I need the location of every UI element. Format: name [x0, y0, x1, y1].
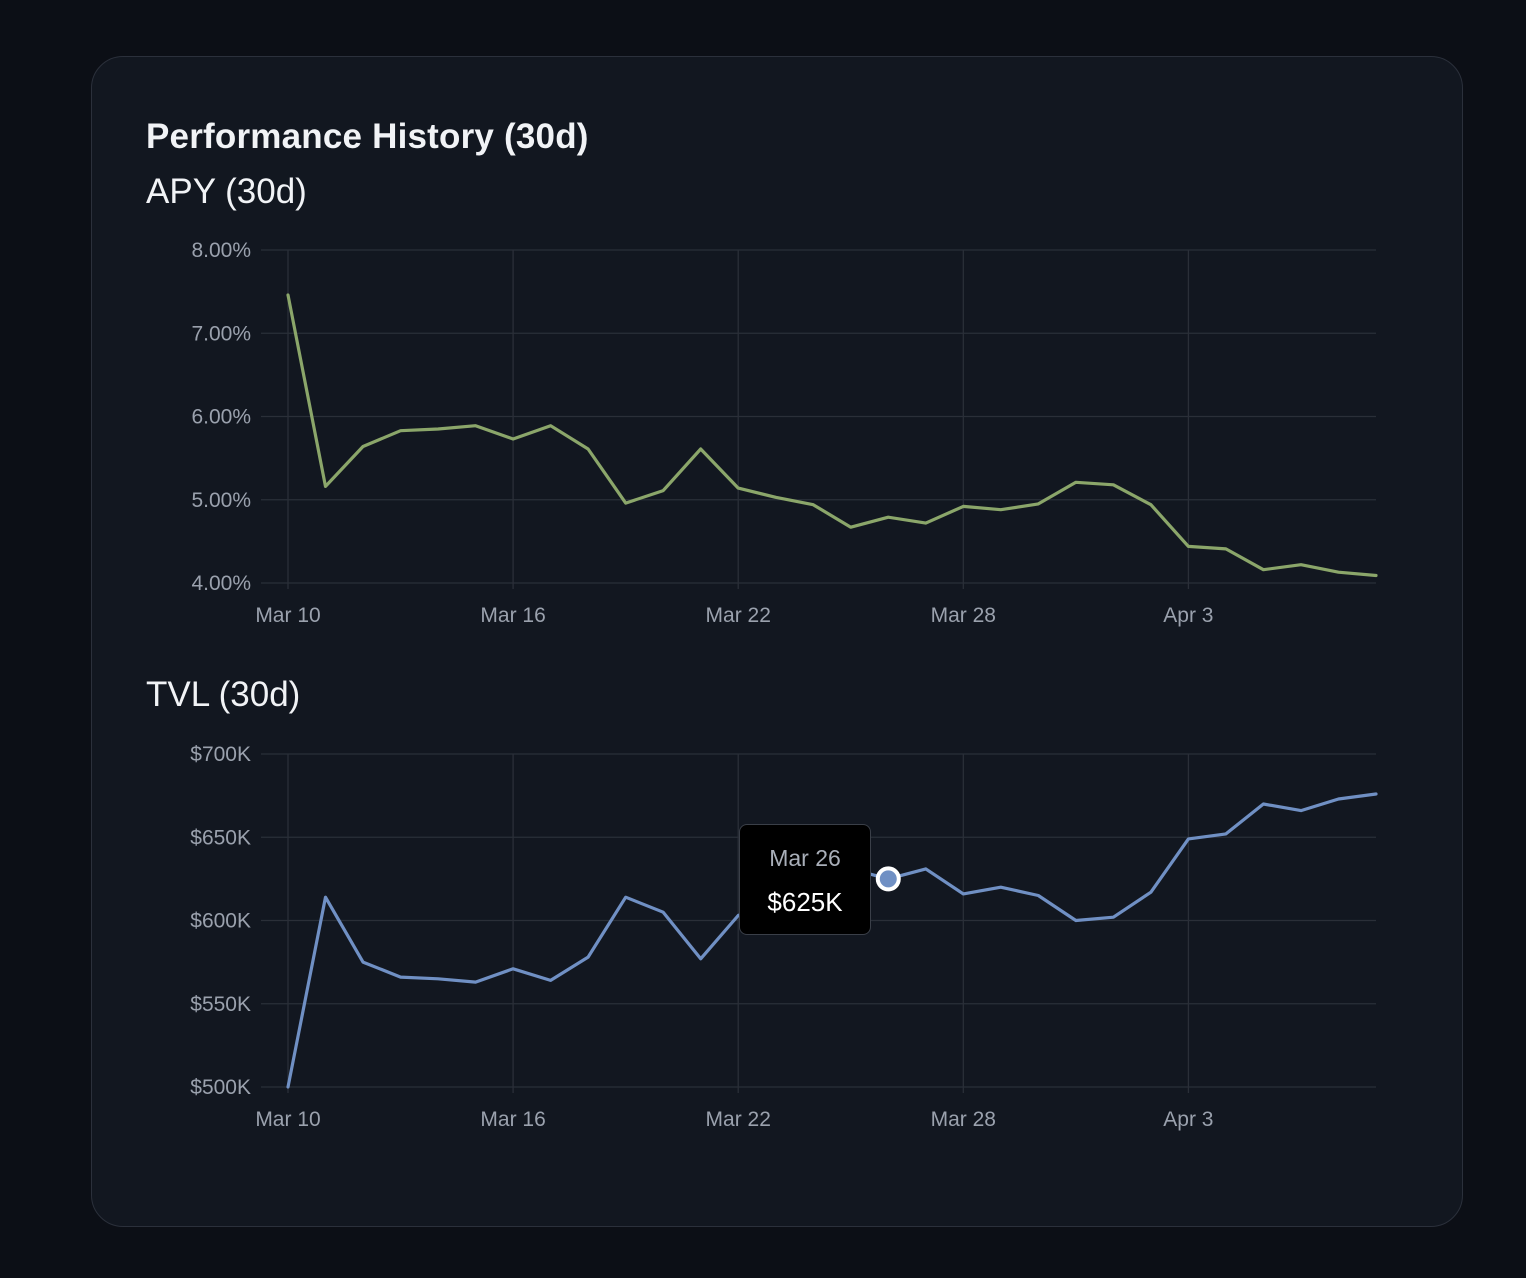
apy-y-tick-label: 5.00% [191, 489, 251, 512]
tvl-data-point[interactable] [282, 1081, 294, 1093]
tvl-x-tick-label: Mar 16 [480, 1108, 545, 1131]
apy-series-line [286, 293, 1378, 578]
tooltip-value: $625K [767, 887, 843, 917]
tvl-data-point[interactable] [357, 956, 369, 968]
tvl-data-point[interactable] [395, 971, 407, 983]
tvl-data-point[interactable] [320, 891, 332, 903]
tvl-data-point[interactable] [1220, 828, 1232, 840]
apy-x-tick-label: Apr 3 [1163, 604, 1213, 627]
tvl-data-point[interactable] [995, 881, 1007, 893]
tvl-x-tick-label: Mar 28 [931, 1108, 996, 1131]
tvl-data-point[interactable] [507, 963, 519, 975]
tvl-y-tick-label: $700K [190, 743, 251, 766]
apy-x-tick-label: Mar 22 [706, 604, 771, 627]
tvl-active-point[interactable] [875, 866, 901, 892]
apy-x-tick-label: Mar 16 [480, 604, 545, 627]
tvl-data-point[interactable] [1182, 833, 1194, 845]
tvl-data-point[interactable] [920, 863, 932, 875]
tvl-data-point[interactable] [1145, 886, 1157, 898]
tvl-y-tick-label: $650K [190, 826, 251, 849]
tvl-data-point[interactable] [695, 953, 707, 965]
tvl-data-point[interactable] [1257, 798, 1269, 810]
tvl-data-point[interactable] [1332, 793, 1344, 805]
tvl-tooltip: Mar 26 $625K [739, 824, 871, 935]
tvl-data-point[interactable] [1032, 890, 1044, 902]
tvl-y-tick-label: $500K [190, 1076, 251, 1099]
tvl-x-tick-label: Mar 10 [255, 1108, 320, 1131]
tvl-x-tick-label: Mar 22 [706, 1108, 771, 1131]
tvl-y-tick-label: $550K [190, 993, 251, 1016]
apy-x-tick-label: Mar 28 [931, 604, 996, 627]
apy-y-tick-label: 4.00% [191, 572, 251, 595]
tvl-data-point[interactable] [957, 888, 969, 900]
tvl-data-point[interactable] [657, 906, 669, 918]
apy-y-tick-label: 7.00% [191, 322, 251, 345]
apy-chart-title: APY (30d) [146, 172, 307, 211]
tvl-data-point[interactable] [1107, 911, 1119, 923]
tvl-data-point[interactable] [1370, 788, 1382, 800]
tvl-data-point[interactable] [1070, 915, 1082, 927]
tvl-data-point[interactable] [470, 976, 482, 988]
apy-y-tick-label: 6.00% [191, 406, 251, 429]
apy-y-tick-label: 8.00% [191, 239, 251, 262]
tvl-data-point[interactable] [432, 973, 444, 985]
tvl-data-point[interactable] [620, 891, 632, 903]
apy-grid [261, 249, 1376, 589]
card-title: Performance History (30d) [146, 117, 589, 156]
tvl-data-point[interactable] [545, 974, 557, 986]
performance-history-card [91, 56, 1463, 1227]
tooltip-date: Mar 26 [769, 845, 841, 871]
tvl-y-tick-label: $600K [190, 910, 251, 933]
tvl-data-point[interactable] [1295, 805, 1307, 817]
tvl-chart-title: TVL (30d) [146, 675, 301, 714]
tvl-data-point[interactable] [582, 951, 594, 963]
tvl-x-tick-label: Apr 3 [1163, 1108, 1213, 1131]
apy-x-tick-label: Mar 10 [255, 604, 320, 627]
